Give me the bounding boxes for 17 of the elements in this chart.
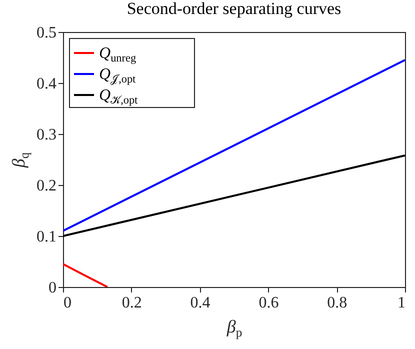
legend-label: Q$_{𝒦,opt}$: [99, 87, 139, 106]
x-tick-label: 1: [398, 294, 406, 312]
x-axis-title: β$_{p}$: [226, 316, 242, 340]
y-tick-label: 0.3: [36, 126, 56, 144]
y-tick-label: 0.5: [36, 24, 56, 42]
legend-label: Q$_{unreg}$: [99, 45, 136, 64]
y-tick-label: 0.4: [36, 76, 56, 92]
chart-title: Second-order separating curves: [126, 0, 342, 18]
y-tick-label: 0.2: [36, 178, 56, 194]
x-tick-label: 0: [64, 294, 72, 312]
y-tick-label: 0: [48, 280, 56, 296]
x-tick-label: 0.6: [258, 294, 279, 312]
x-tick-label: 0.8: [327, 294, 348, 312]
x-tick-label: 0.4: [190, 294, 210, 312]
x-tick-label: 0.2: [122, 294, 142, 312]
legend-label: Q$_{𝒥,opt}$: [99, 66, 137, 86]
y-tick-label: 0.1: [36, 228, 56, 246]
